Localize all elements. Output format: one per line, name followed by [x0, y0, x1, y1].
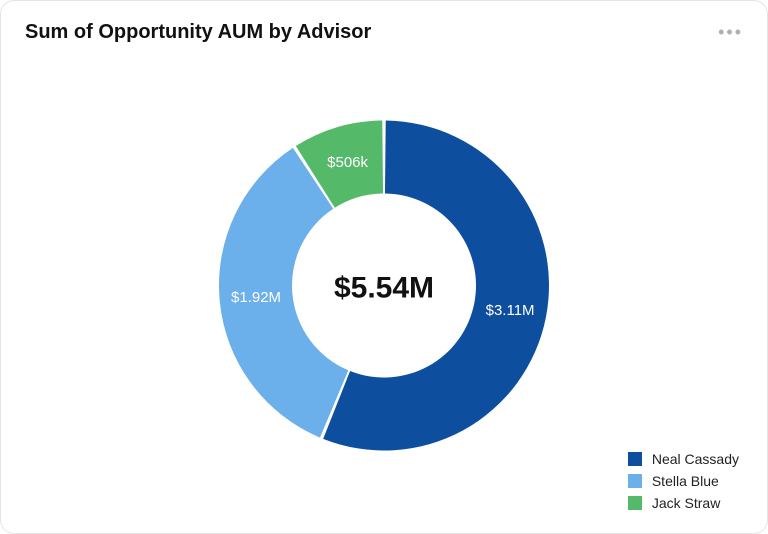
chart-total-label: $5.54M	[334, 271, 434, 305]
slice-value-label: $1.92M	[231, 289, 281, 306]
legend-swatch	[628, 496, 642, 510]
card-header: Sum of Opportunity AUM by Advisor •••	[1, 1, 767, 44]
legend-swatch	[628, 452, 642, 466]
chart-card: Sum of Opportunity AUM by Advisor ••• $5…	[0, 0, 768, 534]
legend-item[interactable]: Stella Blue	[628, 473, 739, 489]
legend-swatch	[628, 474, 642, 488]
legend-item[interactable]: Neal Cassady	[628, 451, 739, 467]
legend-label: Stella Blue	[652, 473, 719, 489]
donut-chart: $5.54M $3.11M $1.92M $506k	[219, 121, 549, 456]
chart-title: Sum of Opportunity AUM by Advisor	[25, 21, 371, 44]
legend-label: Jack Straw	[652, 495, 720, 511]
slice-value-label: $3.11M	[486, 302, 535, 319]
more-options-icon[interactable]: •••	[718, 22, 743, 43]
legend-label: Neal Cassady	[652, 451, 739, 467]
slice-value-label: $506k	[327, 154, 368, 171]
chart-legend: Neal Cassady Stella Blue Jack Straw	[628, 445, 739, 511]
legend-item[interactable]: Jack Straw	[628, 495, 739, 511]
